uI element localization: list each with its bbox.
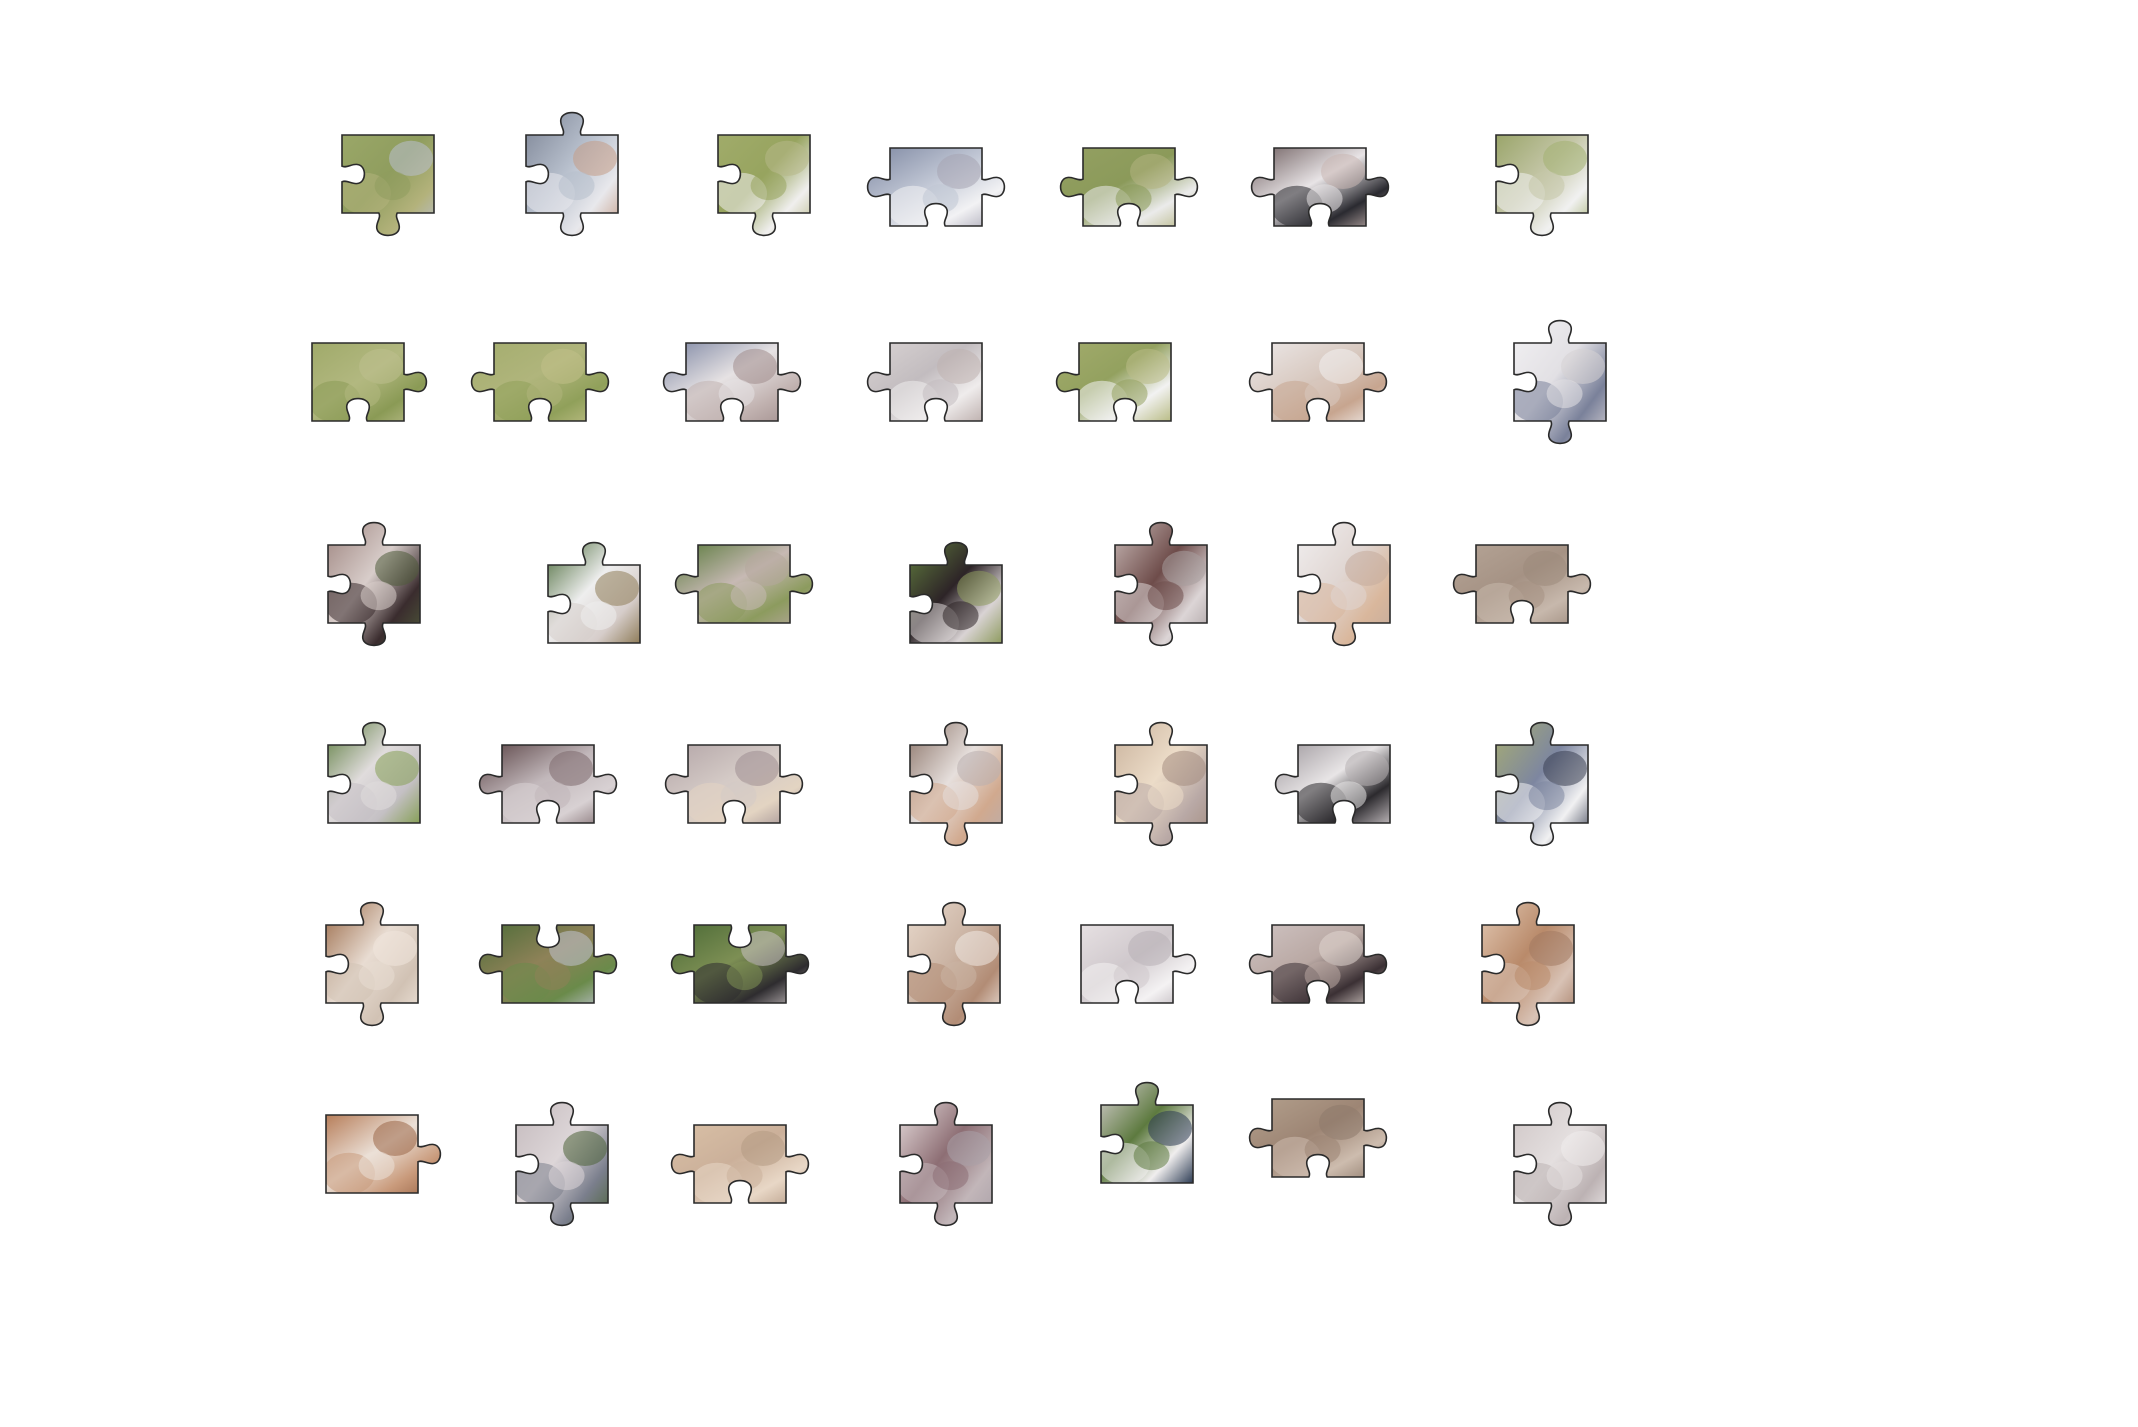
puzzle-piece-outline	[907, 901, 1001, 1027]
puzzle-piece-outline	[1495, 134, 1589, 237]
puzzle-piece-r1c5[interactable]	[1059, 147, 1199, 227]
puzzle-piece-outline	[1248, 924, 1388, 1004]
puzzle-piece-outline	[1248, 342, 1388, 422]
puzzle-piece-r1c6[interactable]	[1250, 147, 1390, 227]
puzzle-piece-r1c2[interactable]	[523, 111, 619, 237]
puzzle-piece-texture	[516, 1130, 607, 1205]
puzzle-piece-r3c3[interactable]	[674, 544, 814, 624]
puzzle-piece-r6c1[interactable]	[323, 1114, 442, 1194]
puzzle-piece-r3c2[interactable]	[545, 541, 641, 645]
puzzle-piece-r4c5[interactable]	[1112, 721, 1208, 847]
puzzle-piece-outline	[1100, 1081, 1194, 1184]
puzzle-piece-outline	[866, 342, 983, 422]
puzzle-piece-outline	[1114, 521, 1208, 647]
puzzle-piece-outline	[717, 134, 811, 237]
puzzle-piece-outline	[909, 721, 1003, 847]
puzzle-piece-r2c5[interactable]	[1055, 342, 1172, 422]
puzzle-piece-texture	[695, 550, 789, 623]
puzzle-piece-outline	[470, 342, 610, 422]
puzzle-piece-r4c7[interactable]	[1493, 721, 1589, 847]
puzzle-piece-outline	[1495, 721, 1589, 847]
puzzle-piece-r4c4[interactable]	[907, 721, 1003, 847]
puzzle-piece-outline	[325, 1114, 442, 1194]
puzzle-piece-r2c2[interactable]	[470, 342, 610, 422]
puzzle-piece-r6c5[interactable]	[1098, 1081, 1194, 1185]
puzzle-piece-texture	[1482, 930, 1573, 1005]
puzzle-piece-outline	[1452, 544, 1592, 624]
puzzle-piece-r2c7[interactable]	[1511, 319, 1607, 445]
puzzle-piece-r1c7[interactable]	[1493, 134, 1589, 237]
puzzle-piece-outline	[899, 1101, 993, 1227]
puzzle-piece-r5c5[interactable]	[1078, 924, 1197, 1004]
puzzle-piece-outline	[327, 521, 421, 647]
puzzle-piece-outline	[670, 1124, 810, 1204]
puzzle-piece-outline	[1481, 901, 1575, 1027]
puzzle-piece-outline	[1055, 342, 1172, 422]
puzzle-piece-outline	[1250, 147, 1390, 227]
puzzle-piece-texture	[1115, 750, 1206, 825]
puzzle-piece-outline	[1513, 1101, 1607, 1227]
puzzle-piece-r3c7[interactable]	[1452, 544, 1592, 624]
puzzle-piece-r1c4[interactable]	[866, 147, 1006, 227]
puzzle-piece-r6c4[interactable]	[897, 1101, 993, 1227]
puzzle-piece-outline	[478, 744, 618, 824]
puzzle-piece-r2c4[interactable]	[866, 342, 983, 422]
puzzle-piece-r5c6[interactable]	[1248, 924, 1388, 1004]
puzzle-piece-r5c1[interactable]	[323, 901, 419, 1027]
puzzle-piece-r4c1[interactable]	[325, 721, 421, 825]
puzzle-piece-outline	[325, 901, 419, 1027]
puzzle-piece-outline	[1513, 319, 1607, 445]
puzzle-piece-r3c5[interactable]	[1112, 521, 1208, 647]
puzzle-piece-outline	[311, 342, 428, 422]
puzzle-piece-r2c6[interactable]	[1248, 342, 1388, 422]
puzzle-piece-r1c1[interactable]	[339, 134, 435, 237]
puzzle-piece-r1c3[interactable]	[715, 134, 811, 237]
puzzle-piece-outline	[866, 147, 1006, 227]
puzzle-piece-r6c7[interactable]	[1511, 1101, 1607, 1227]
puzzle-piece-outline	[478, 924, 618, 1004]
puzzle-piece-r3c4[interactable]	[907, 541, 1003, 645]
puzzle-piece-outline	[664, 744, 804, 824]
puzzle-piece-texture	[1514, 348, 1605, 423]
puzzle-piece-r4c3[interactable]	[664, 744, 804, 824]
puzzle-piece-r5c4[interactable]	[905, 901, 1001, 1027]
puzzle-piece-outline	[1248, 1098, 1388, 1178]
puzzle-piece-outline	[674, 544, 814, 624]
puzzle-piece-r2c1[interactable]	[309, 342, 428, 422]
puzzle-piece-outline	[341, 134, 435, 237]
puzzle-piece-texture	[499, 750, 593, 823]
puzzle-piece-outline	[1274, 744, 1391, 824]
puzzle-piece-outline	[547, 541, 641, 644]
puzzle-piece-outline	[1059, 147, 1199, 227]
puzzle-piece-r6c2[interactable]	[513, 1101, 609, 1227]
puzzle-piece-outline	[909, 541, 1003, 644]
puzzle-piece-outline	[670, 924, 810, 1004]
puzzle-piece-outline	[1297, 521, 1391, 647]
puzzle-piece-r6c3[interactable]	[670, 1124, 810, 1204]
puzzle-piece-r3c6[interactable]	[1295, 521, 1391, 647]
puzzle-piece-r2c3[interactable]	[662, 342, 802, 422]
puzzle-piece-r5c7[interactable]	[1479, 901, 1575, 1027]
puzzle-piece-r5c3[interactable]	[670, 924, 810, 1004]
puzzle-piece-outline	[1080, 924, 1197, 1004]
puzzle-piece-texture	[691, 930, 785, 1003]
puzzle-piece-outline	[662, 342, 802, 422]
puzzle-piece-r6c6[interactable]	[1248, 1098, 1388, 1178]
puzzle-piece-r4c2[interactable]	[478, 744, 618, 824]
puzzle-piece-outline	[1114, 721, 1208, 847]
puzzle-piece-r5c2[interactable]	[478, 924, 618, 1004]
puzzle-piece-outline	[327, 721, 421, 824]
puzzle-piece-r4c6[interactable]	[1274, 744, 1391, 824]
puzzle-piece-outline	[525, 111, 619, 237]
puzzle-piece-r3c1[interactable]	[325, 521, 421, 647]
puzzle-piece-outline	[515, 1101, 609, 1227]
puzzle-piece-texture	[326, 1120, 417, 1193]
